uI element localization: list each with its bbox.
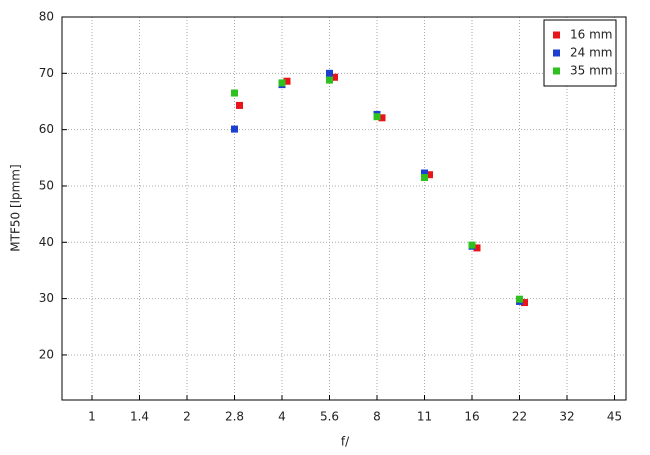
point xyxy=(421,174,428,182)
point xyxy=(326,76,333,84)
x-tick-label: 2 xyxy=(183,410,191,424)
point xyxy=(516,295,523,303)
legend-label: 16 mm xyxy=(570,28,612,42)
y-tick-label: 80 xyxy=(39,10,54,24)
x-axis-label: f/ xyxy=(341,435,350,449)
point xyxy=(326,69,333,77)
point xyxy=(283,77,291,85)
legend-swatch xyxy=(553,49,560,57)
x-tick-label: 2.8 xyxy=(225,410,244,424)
x-tick-label: 45 xyxy=(607,410,622,424)
point xyxy=(231,89,238,97)
x-tick-label: 5.6 xyxy=(320,410,339,424)
x-tick-label: 32 xyxy=(559,410,574,424)
legend-label: 35 mm xyxy=(570,64,612,78)
legend-label: 24 mm xyxy=(570,46,612,60)
point xyxy=(426,171,433,179)
plot-frame xyxy=(61,16,627,401)
y-tick-label: 20 xyxy=(39,347,54,361)
point xyxy=(331,73,338,81)
x-tick-label: 4 xyxy=(278,410,286,424)
x-tick-label: 8 xyxy=(373,410,381,424)
x-tick-label: 1.4 xyxy=(130,410,149,424)
x-tick-label: 11 xyxy=(417,410,432,424)
point xyxy=(373,113,381,121)
point xyxy=(231,125,238,133)
y-tick-label: 50 xyxy=(39,178,54,192)
point xyxy=(236,101,243,109)
legend-swatch xyxy=(553,67,560,75)
point xyxy=(278,79,286,87)
y-tick-label: 70 xyxy=(39,66,54,80)
y-tick-label: 60 xyxy=(39,122,54,136)
x-tick-label: 22 xyxy=(512,410,527,424)
y-tick-label: 40 xyxy=(39,235,54,249)
point xyxy=(521,299,528,307)
x-tick-label: 16 xyxy=(464,410,479,424)
point xyxy=(421,169,428,177)
point xyxy=(468,241,476,249)
y-tick-label: 30 xyxy=(39,291,54,305)
point xyxy=(473,244,481,252)
point xyxy=(378,114,386,122)
y-axis-label: MTF50 [lpmm] xyxy=(9,164,23,251)
x-tick-label: 1 xyxy=(88,410,96,424)
legend-swatch xyxy=(553,31,560,39)
